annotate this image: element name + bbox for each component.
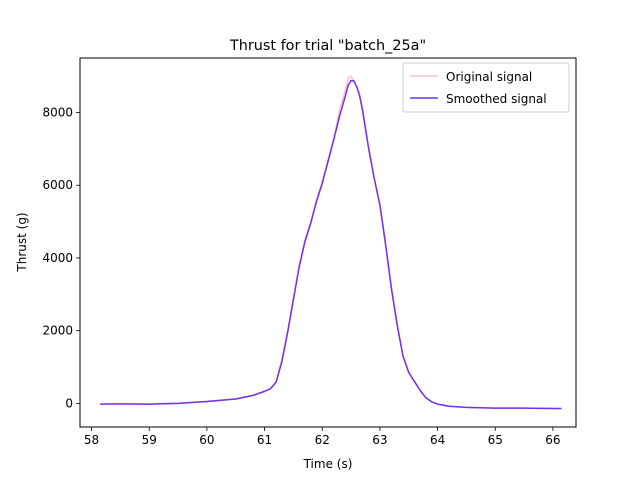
y-tick-label: 8000 (42, 106, 73, 120)
chart-title: Thrust for trial "batch_25a" (229, 38, 426, 54)
legend-label-smoothed-signal: Smoothed signal (446, 92, 547, 106)
series-layer (100, 75, 562, 410)
y-axis-ticks: 0 2000 4000 6000 8000 (42, 106, 80, 410)
series-line-smoothed-signal (100, 79, 562, 410)
legend-label-original-signal: Original signal (446, 70, 532, 84)
y-tick-label: 4000 (42, 251, 73, 265)
x-tick-label: 61 (257, 433, 272, 447)
x-tick-label: 59 (142, 433, 157, 447)
x-tick-label: 65 (488, 433, 503, 447)
legend-box (402, 62, 570, 113)
x-axis-ticks: 58 59 60 61 62 63 64 65 66 (84, 427, 561, 447)
x-tick-label: 58 (84, 433, 99, 447)
y-tick-label: 6000 (42, 178, 73, 192)
x-tick-label: 62 (315, 433, 330, 447)
x-tick-label: 63 (372, 433, 387, 447)
x-tick-label: 66 (545, 433, 560, 447)
plot-frame (79, 57, 577, 428)
y-tick-label: 2000 (42, 324, 73, 338)
x-tick-label: 60 (199, 433, 214, 447)
x-tick-label: 64 (430, 433, 445, 447)
legend: Original signal Smoothed signal (402, 62, 570, 113)
y-axis-label: Thrust (g) (15, 212, 29, 272)
x-axis-label: Time (s) (303, 457, 353, 471)
y-tick-label: 0 (65, 396, 73, 410)
